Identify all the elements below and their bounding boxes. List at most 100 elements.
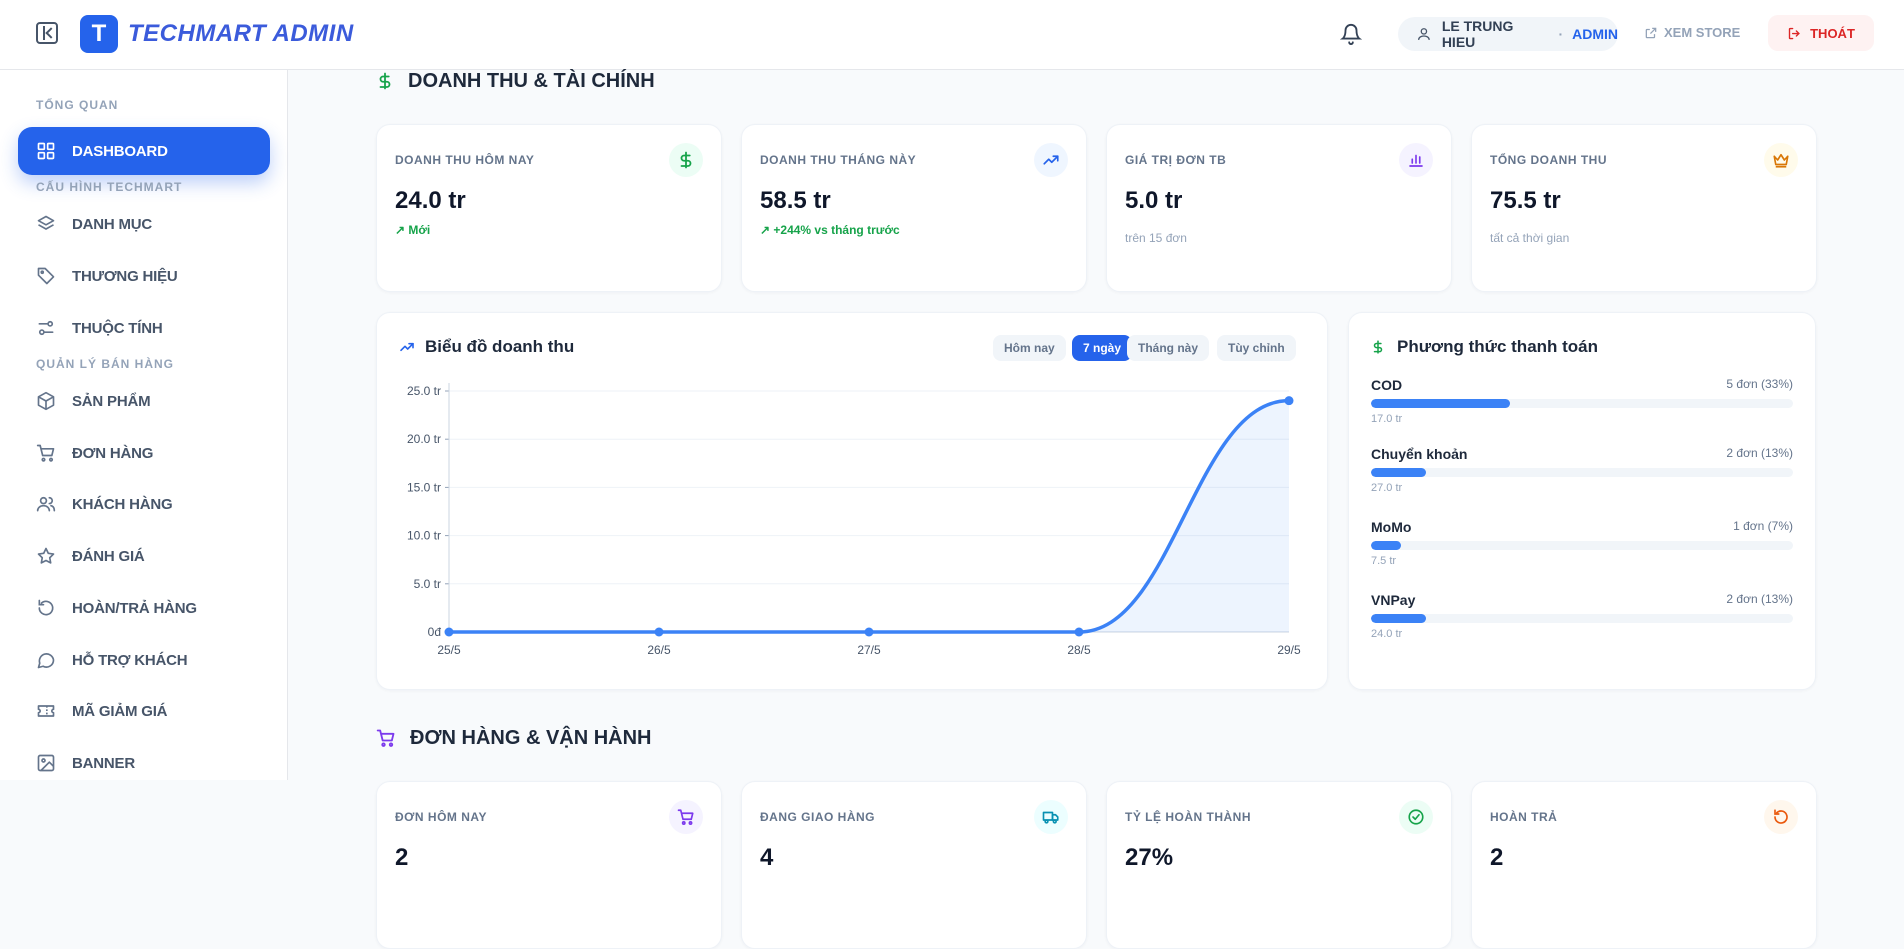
- sidebar-item-label: KHÁCH HÀNG: [72, 495, 173, 513]
- sliders-icon: [38, 320, 54, 336]
- kpi-sub-text: trên 15 đơn: [1125, 231, 1187, 245]
- sidebar-item-returns[interactable]: HOÀN/TRẢ HÀNG: [18, 584, 270, 632]
- y-tick-label: 10.0 tr: [407, 529, 441, 543]
- range-today-button[interactable]: Hôm nay: [993, 335, 1066, 361]
- y-tick-label: 0đ: [428, 625, 442, 639]
- finance-title-label: DOANH THU & TÀI CHÍNH: [408, 69, 655, 92]
- x-tick-label: 27/5: [857, 643, 881, 657]
- kpi-trend: ↗ Mới: [395, 223, 431, 237]
- bar-chart-icon: [1399, 143, 1433, 177]
- user-menu[interactable]: LE TRUNG HIEU · ADMIN: [1398, 17, 1618, 51]
- payment-share-bar: [1371, 468, 1426, 477]
- kpi-label: HOÀN TRẢ: [1490, 810, 1558, 824]
- sidebar-item-coupons[interactable]: MÃ GIẢM GIÁ: [18, 687, 270, 735]
- main-content: DOANH THU & TÀI CHÍNH DOANH THU HÔM NAY …: [288, 70, 1904, 949]
- data-point: [1074, 627, 1084, 637]
- user-icon: [1417, 28, 1430, 41]
- crown-icon: [1764, 143, 1798, 177]
- sidebar-item-label: DANH MỤC: [72, 215, 153, 233]
- sidebar: TỔNG QUAN DASHBOARD CẤU HÌNH TECHMART DA…: [0, 70, 288, 780]
- sidebar-item-orders[interactable]: ĐƠN HÀNG: [18, 429, 270, 477]
- payment-method-count: 5 đơn (33%): [1726, 377, 1793, 391]
- revenue-chart-card: Biểu đồ doanh thu Hôm nay 7 ngày Tháng n…: [376, 312, 1328, 690]
- chat-icon: [37, 653, 55, 669]
- payment-method-name: VNPay: [1371, 592, 1416, 608]
- payment-method-amount: 17.0 tr: [1371, 413, 1403, 425]
- finance-section-title: DOANH THU & TÀI CHÍNH: [376, 70, 655, 92]
- external-link-icon: [1645, 27, 1657, 38]
- check-circle-icon: [1399, 800, 1433, 834]
- refund-icon: [38, 599, 54, 616]
- logout-button[interactable]: THOÁT: [1768, 15, 1874, 51]
- box-icon: [37, 391, 55, 411]
- dollar-icon: [1373, 340, 1383, 354]
- kpi-value: 58.5 tr: [760, 187, 831, 214]
- kpi-sub-text: Mới: [408, 223, 431, 237]
- refund-icon: [1764, 800, 1798, 834]
- kpi-value: 75.5 tr: [1490, 187, 1561, 214]
- kpi-value: 27%: [1125, 844, 1174, 871]
- sidebar-item-reviews[interactable]: ĐÁNH GIÁ: [18, 532, 270, 580]
- payment-method-count: 2 đơn (13%): [1726, 446, 1793, 460]
- sidebar-toggle-icon[interactable]: [36, 22, 58, 44]
- payment-share-bar: [1371, 541, 1401, 550]
- orders-section-title: ĐƠN HÀNG & VẬN HÀNH: [376, 727, 652, 749]
- payment-methods-card: Phương thức thanh toán COD 5 đơn (33%) 1…: [1348, 312, 1816, 690]
- layers-icon: [37, 215, 55, 230]
- payment-share-track: [1371, 614, 1793, 623]
- sidebar-item-attributes[interactable]: THUỘC TÍNH: [18, 304, 270, 352]
- bell-icon[interactable]: [1340, 22, 1362, 46]
- revenue-chart: 0đ 5.0 tr 10.0 tr 15.0 tr 20.0 tr 25.0 tr 25/5…: [407, 383, 1301, 657]
- revenue-chart-title-label: Biểu đồ doanh thu: [425, 337, 575, 356]
- sidebar-item-dashboard[interactable]: DASHBOARD: [18, 127, 270, 175]
- kpi-returns: HOÀN TRẢ 2: [1471, 781, 1817, 949]
- sidebar-item-customers[interactable]: KHÁCH HÀNG: [18, 480, 270, 528]
- dollar-icon: [669, 143, 703, 177]
- sidebar-item-products[interactable]: SẢN PHẨM: [18, 377, 270, 425]
- kpi-label: DOANH THU HÔM NAY: [395, 153, 535, 167]
- sidebar-item-support[interactable]: HỖ TRỢ KHÁCH: [18, 636, 270, 684]
- payment-methods-title-label: Phương thức thanh toán: [1397, 337, 1599, 356]
- data-point: [864, 627, 874, 637]
- view-store-link[interactable]: XEM STORE: [1644, 25, 1740, 40]
- sidebar-item-label: BANNER: [72, 754, 135, 772]
- y-tick-label: 25.0 tr: [407, 384, 441, 398]
- view-store-label: XEM STORE: [1664, 25, 1741, 40]
- cart-icon: [376, 729, 395, 747]
- data-point: [654, 627, 664, 637]
- kpi-sub-text: +244% vs tháng trước: [773, 223, 900, 237]
- kpi-label: TỔNG DOANH THU: [1490, 153, 1607, 167]
- kpi-value: 4: [760, 844, 774, 871]
- kpi-value: 2: [1490, 844, 1504, 871]
- sidebar-item-label: THƯƠNG HIỆU: [72, 267, 178, 285]
- sidebar-item-banner[interactable]: BANNER: [18, 739, 270, 787]
- payment-share-track: [1371, 468, 1793, 477]
- data-point: [444, 627, 454, 637]
- kpi-value: 24.0 tr: [395, 187, 466, 214]
- kpi-total-revenue: TỔNG DOANH THU 75.5 tr tất cả thời gian: [1471, 124, 1817, 292]
- trend-up-icon: [400, 342, 414, 352]
- range-this-month-button[interactable]: Tháng này: [1127, 335, 1210, 361]
- payment-share-track: [1371, 399, 1793, 408]
- kpi-label: GIÁ TRỊ ĐƠN TB: [1125, 153, 1227, 167]
- sidebar-item-brands[interactable]: THƯƠNG HIỆU: [18, 252, 270, 300]
- series-area: [449, 400, 1289, 632]
- sidebar-item-label: SẢN PHẨM: [72, 392, 151, 410]
- payment-method-row: COD 5 đơn (33%) 17.0 tr: [1371, 377, 1793, 425]
- logo: T: [80, 15, 118, 53]
- payment-method-row: MoMo 1 đơn (7%) 7.5 tr: [1371, 519, 1793, 567]
- sidebar-item-label: ĐÁNH GIÁ: [72, 547, 145, 565]
- grid-icon: [37, 142, 55, 160]
- sidebar-item-label: MÃ GIẢM GIÁ: [72, 702, 168, 720]
- x-tick-label: 28/5: [1067, 643, 1091, 657]
- kpi-label: ĐƠN HÔM NAY: [395, 810, 487, 824]
- sidebar-item-label: HỖ TRỢ KHÁCH: [72, 651, 188, 669]
- sidebar-item-categories[interactable]: DANH MỤC: [18, 200, 270, 248]
- kpi-value: 2: [395, 844, 409, 871]
- tag-icon: [37, 267, 55, 285]
- section-label-sales: QUẢN LÝ BÁN HÀNG: [36, 357, 174, 371]
- logout-label: THOÁT: [1810, 25, 1855, 41]
- trend-up-icon: [1034, 143, 1068, 177]
- range-7days-button[interactable]: 7 ngày: [1072, 335, 1133, 361]
- range-custom-button[interactable]: Tùy chỉnh: [1217, 335, 1296, 361]
